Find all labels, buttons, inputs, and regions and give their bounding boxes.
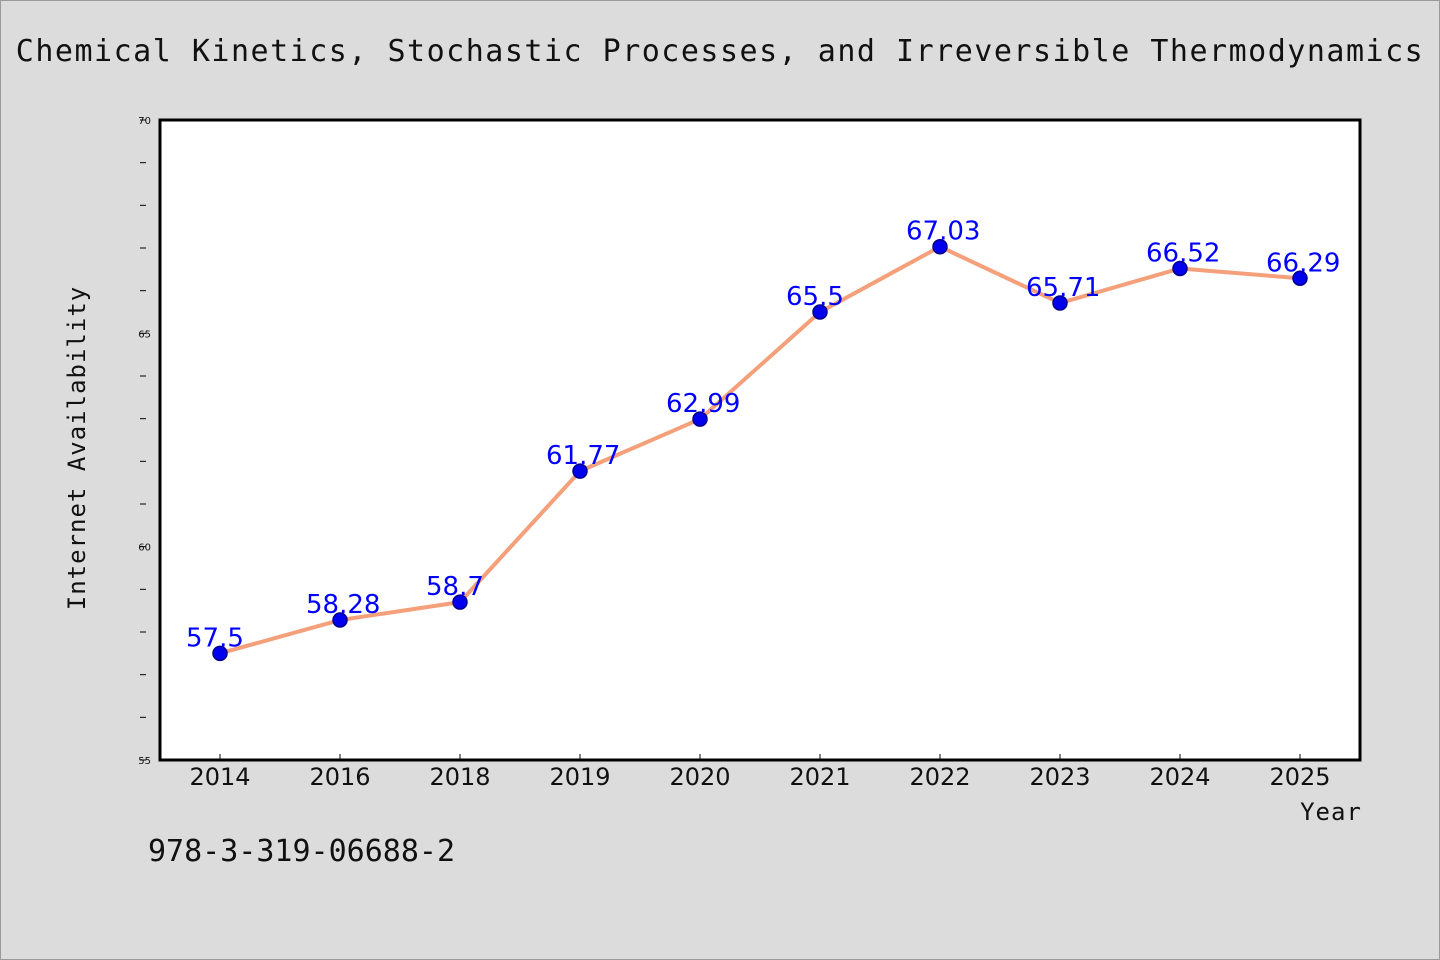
x-tick-label: 2022: [909, 763, 970, 791]
y-tick-labels: 55 60 65 70: [138, 116, 151, 767]
data-point: [332, 612, 348, 628]
plot-area: [160, 120, 1360, 760]
data-label: 65.71: [1026, 273, 1100, 303]
y-tick-label: 60: [138, 543, 151, 554]
data-point: [1052, 295, 1068, 311]
x-tick-label: 2021: [789, 763, 850, 791]
data-markers: [212, 238, 1308, 662]
x-tick-label: 2018: [429, 763, 490, 791]
data-point: [212, 645, 228, 662]
series-line: [218, 244, 1302, 656]
x-tick-label: 2014: [189, 763, 250, 791]
x-tick-label: 2016: [309, 763, 370, 791]
data-label: 66.52: [1146, 238, 1220, 268]
data-point: [452, 594, 468, 610]
data-label: 57.5: [186, 623, 244, 653]
data-label: 58.7: [426, 572, 484, 602]
data-label: 61.77: [546, 441, 620, 471]
data-point: [812, 304, 828, 320]
x-tick-label: 2025: [1269, 763, 1330, 791]
y-minor-ticks: [140, 119, 146, 761]
x-axis-label: Year: [1300, 798, 1362, 826]
data-point: [1292, 270, 1308, 287]
data-label: 67.03: [906, 217, 980, 247]
data-label: 58.28: [306, 590, 380, 620]
data-point: [1172, 260, 1188, 277]
x-tick-label: 2019: [549, 763, 610, 791]
x-tick-label: 2020: [669, 763, 730, 791]
chart-title: Chemical Kinetics, Stochastic Processes,…: [15, 34, 1425, 69]
data-point: [932, 238, 948, 255]
x-ticks: 2014 2016 2018 2019 2020 2021 2022 2023 2024 2025: [189, 754, 1331, 791]
x-tick-label: 2024: [1149, 763, 1210, 791]
data-label: 66.29: [1266, 248, 1340, 278]
data-point: [692, 411, 708, 427]
isbn-footnote: 978-3-319-06688-2: [148, 834, 456, 869]
y-tick-label: 70: [138, 116, 151, 127]
data-label: 62.99: [666, 389, 740, 419]
y-axis-label: Internet Availability: [63, 286, 91, 610]
y-tick-label: 55: [138, 756, 151, 767]
y-tick-label: 65: [138, 329, 151, 340]
plot-border: [158, 118, 1362, 762]
x-tick-label: 2023: [1029, 763, 1090, 791]
data-label: 65.5: [786, 282, 844, 312]
data-labels: 57.5 58.28 58.7 61.77 62.99 65.5 67.03 65.71 66.…: [186, 217, 1340, 654]
data-point: [572, 463, 588, 479]
